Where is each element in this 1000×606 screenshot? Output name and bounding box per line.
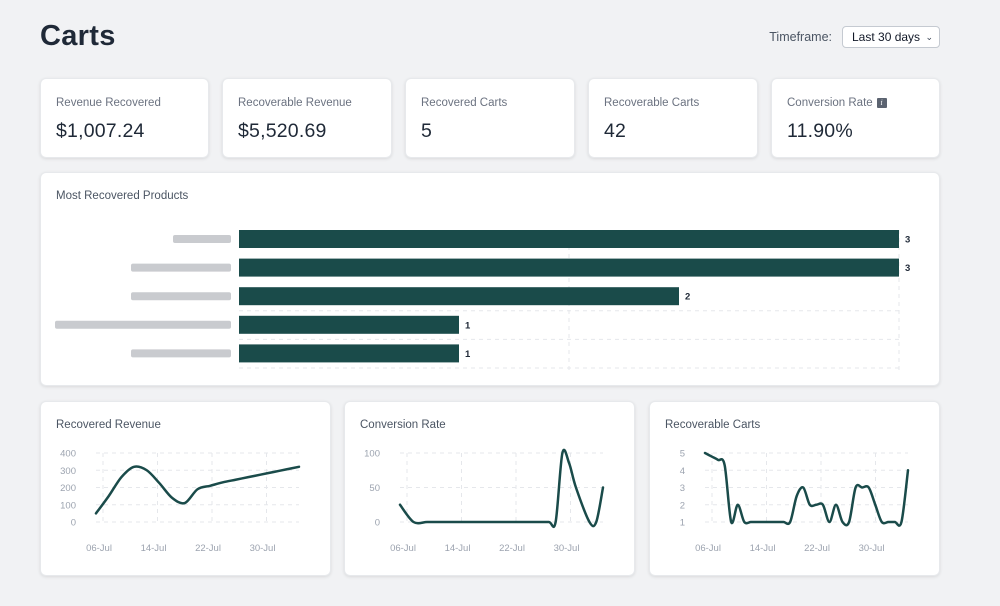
recovered-revenue-card: Recovered Revenue 400 300 200 100 0 06-Jul 14-… [40, 401, 331, 576]
x-tick-label: 30-Jul [250, 543, 276, 554]
chevron-down-icon: ⌄ [925, 31, 933, 42]
bar-data-label: 3 [905, 235, 910, 246]
stat-label: Revenue Recovered [56, 97, 161, 109]
series-line [703, 451, 910, 527]
bar-label-redacted [131, 292, 231, 301]
stat-card-recoverable-carts: Recoverable Carts 42 [588, 78, 758, 158]
timeframe-select[interactable]: Last 30 days ⌄ [842, 26, 940, 48]
bar [239, 230, 899, 248]
stat-card-recovered-carts: Recovered Carts 5 [405, 78, 575, 158]
bar [239, 258, 899, 277]
bar [239, 344, 459, 363]
y-tick-label: 2 [680, 500, 685, 511]
x-tick-label: 06-Jul [390, 543, 416, 554]
bar-data-label: 3 [905, 263, 910, 274]
stat-card-recoverable-revenue: Recoverable Revenue $5,520.69 [222, 78, 392, 158]
x-tick-label: 14-Jul [750, 543, 776, 554]
bar-data-label: 1 [465, 320, 471, 331]
y-tick-label: 1 [680, 518, 685, 529]
stat-label: Recoverable Revenue [238, 97, 352, 109]
x-tick-label: 14-Jul [445, 543, 471, 554]
page-title: Carts [40, 20, 116, 52]
card-title: Recoverable Carts [665, 419, 761, 431]
bar-label-redacted [131, 349, 231, 358]
bar [239, 315, 459, 334]
products-bar-chart: 3 3 2 1 1 [55, 230, 910, 373]
y-tick-label: 400 [60, 449, 76, 460]
stat-label-row: Conversion Rate i [787, 97, 887, 109]
y-tick-label: 100 [364, 449, 380, 460]
series-line [398, 448, 605, 529]
timeframe-label: Timeframe: [769, 30, 832, 44]
stat-value: 5 [421, 120, 433, 142]
bar-label-redacted [131, 263, 231, 272]
y-tick-label: 100 [60, 500, 76, 511]
timeframe-value: Last 30 days [852, 30, 921, 44]
stat-card-revenue-recovered: Revenue Recovered $1,007.24 [40, 78, 209, 158]
timeframe-control: Timeframe: Last 30 days ⌄ [769, 26, 940, 48]
card-title: Recovered Revenue [56, 419, 161, 431]
conversion-rate-card: Conversion Rate 100 50 0 06-Jul 14-Jul 22-Jul… [344, 401, 635, 576]
recovered-revenue-chart: 400 300 200 100 0 06-Jul 14-Jul 22-Jul 30-Jul [60, 449, 301, 554]
y-tick-label: 300 [60, 466, 76, 477]
bar-label-redacted [173, 235, 231, 243]
stat-card-conversion-rate: Conversion Rate i 11.90% [771, 78, 940, 158]
stat-value: $1,007.24 [56, 120, 145, 142]
stat-label: Recoverable Carts [604, 97, 700, 109]
bar [239, 287, 679, 306]
x-tick-label: 22-Jul [499, 543, 525, 554]
card-title: Most Recovered Products [56, 190, 189, 202]
conversion-rate-chart: 100 50 0 06-Jul 14-Jul 22-Jul 30-Jul [364, 448, 605, 554]
x-tick-label: 30-Jul [554, 543, 580, 554]
stat-value: $5,520.69 [238, 120, 327, 142]
y-tick-label: 3 [680, 483, 685, 494]
y-tick-label: 4 [680, 466, 685, 477]
bar-data-label: 2 [685, 292, 690, 303]
series-line [94, 465, 301, 515]
x-tick-label: 06-Jul [86, 543, 112, 554]
x-tick-label: 22-Jul [804, 543, 830, 554]
stat-value: 42 [604, 120, 627, 142]
y-tick-label: 0 [375, 518, 380, 529]
y-tick-label: 0 [71, 518, 76, 529]
stat-label: Conversion Rate [787, 97, 873, 109]
stat-label: Recovered Carts [421, 97, 508, 109]
x-tick-label: 06-Jul [695, 543, 721, 554]
recoverable-carts-chart: 5 4 3 2 1 06-Jul 14-Jul 22-Jul 30-Jul [680, 449, 910, 554]
x-tick-label: 14-Jul [141, 543, 167, 554]
x-tick-label: 30-Jul [859, 543, 885, 554]
info-icon[interactable]: i [876, 98, 887, 108]
bar-data-label: 1 [465, 349, 471, 360]
card-title: Conversion Rate [360, 419, 446, 431]
x-tick-label: 22-Jul [195, 543, 221, 554]
most-recovered-products-card: Most Recovered Products 3 3 2 1 1 [40, 172, 940, 386]
y-tick-label: 50 [369, 483, 380, 494]
recoverable-carts-card: Recoverable Carts 5 4 3 2 1 06-Jul 14-Jul 22-Ju… [649, 401, 940, 576]
y-tick-label: 200 [60, 483, 76, 494]
y-tick-label: 5 [680, 449, 685, 460]
stat-value: 11.90% [787, 120, 853, 142]
bar-label-redacted [55, 320, 231, 329]
